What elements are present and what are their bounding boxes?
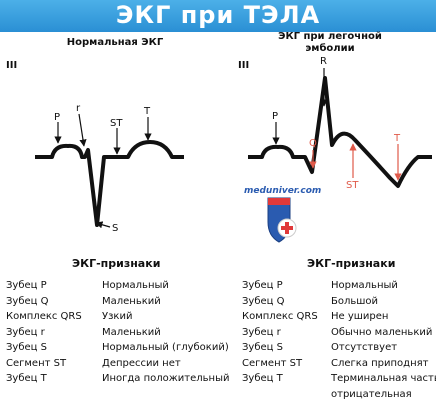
pe-q-label: Q [309, 138, 317, 149]
table-row: Зубец r Маленький [6, 325, 231, 341]
sign-value: Большой [331, 294, 378, 310]
watermark-text: meduniver.com [244, 186, 321, 196]
table-row: Зубец S Отсутствует [242, 340, 434, 356]
sign-key: Зубец T [242, 371, 283, 387]
sign-value: Нормальный (глубокий) [102, 340, 229, 356]
table-row: Зубец T Иногда положительный [6, 371, 231, 387]
table-row: Сегмент ST Депрессии нет [6, 356, 231, 372]
sign-value: Нормальный [331, 278, 398, 294]
normal-s-label: S [112, 223, 118, 234]
sign-value: Терминальная часть [331, 371, 436, 387]
sign-key: Зубец Q [242, 294, 285, 310]
pe-r-label: R [320, 56, 327, 67]
table-row: Сегмент ST Слегка приподнят [242, 356, 434, 372]
normal-r-label: r [76, 103, 81, 114]
sign-key: Зубец P [6, 278, 47, 294]
sign-key: Сегмент ST [242, 356, 302, 372]
pe-st-label: ST [346, 180, 359, 191]
sign-key: Зубец T [6, 371, 47, 387]
normal-t-label: T [143, 106, 151, 117]
sign-key: Зубец P [242, 278, 283, 294]
sign-value: Не уширен [331, 309, 388, 325]
sign-value: Обычно маленький [331, 325, 432, 341]
sign-value: Слегка приподнят [331, 356, 428, 372]
sign-value: Нормальный [102, 278, 169, 294]
sign-value: Отсутствует [331, 340, 397, 356]
sign-key: Зубец S [6, 340, 47, 356]
normal-signs-table: Зубец P Нормальный Зубец Q Маленький Компл… [6, 278, 231, 387]
pe-p-label: P [272, 111, 278, 122]
sign-key: Зубец S [242, 340, 283, 356]
table-row: Зубец P Нормальный [6, 278, 231, 294]
sign-value: Депрессии нет [102, 356, 181, 372]
table-row: Зубец T Терминальная часть [242, 371, 434, 387]
table-row: Комплекс QRS Не уширен [242, 309, 434, 325]
normal-signs-title: ЭКГ-признаки [72, 257, 160, 270]
sign-key: Зубец r [6, 325, 45, 341]
table-row: Зубец r Обычно маленький [242, 325, 434, 341]
normal-r-arrow [79, 114, 84, 146]
table-row: Зубец Q Большой [242, 294, 434, 310]
sign-key: Комплекс QRS [6, 309, 82, 325]
sign-key: Зубец Q [6, 294, 49, 310]
sign-key: Сегмент ST [6, 356, 66, 372]
pe-t-label: T [393, 133, 401, 144]
table-row: Комплекс QRS Узкий [6, 309, 231, 325]
ecg-diagrams: P r ST T S R P Q ST T [0, 0, 436, 260]
normal-ecg-trace [35, 142, 184, 225]
normal-p-label: P [54, 112, 60, 123]
pe-signs-title: ЭКГ-признаки [307, 257, 395, 270]
sign-value: Узкий [102, 309, 132, 325]
meduniver-logo-icon [268, 198, 296, 242]
table-row: Зубец Q Маленький [6, 294, 231, 310]
sign-value: Иногда положительный [102, 371, 229, 387]
sign-key: Комплекс QRS [242, 309, 318, 325]
pe-signs-table: Зубец P Нормальный Зубец Q Большой Комплек… [242, 278, 434, 402]
table-row: Зубец P Нормальный [242, 278, 434, 294]
sign-value: Маленький [102, 294, 161, 310]
normal-st-label: ST [110, 118, 123, 129]
table-row: Зубец S Нормальный (глубокий) [6, 340, 231, 356]
sign-value: Маленький [102, 325, 161, 341]
sign-key: Зубец r [242, 325, 281, 341]
